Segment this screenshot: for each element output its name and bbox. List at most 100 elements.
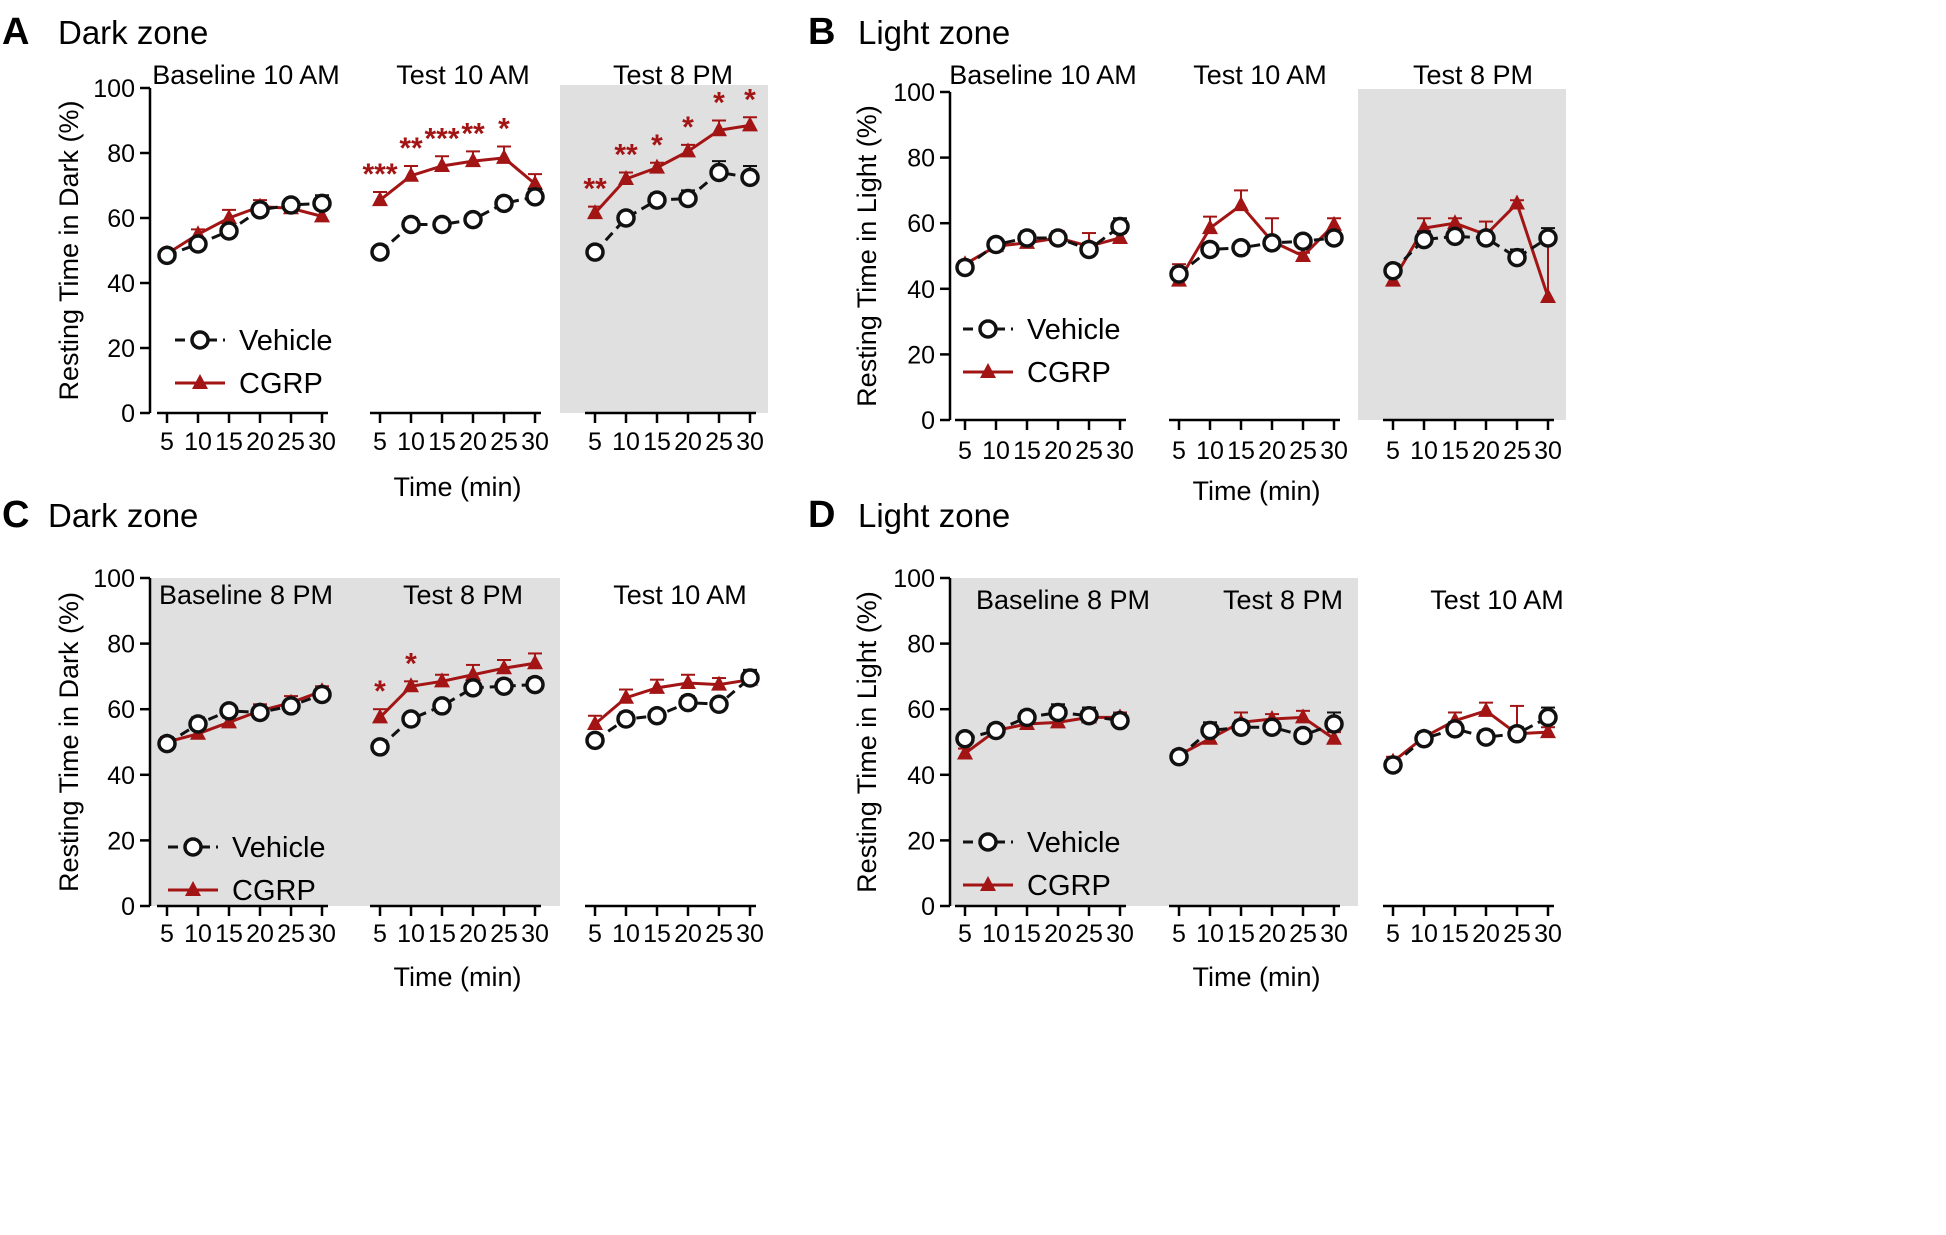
x-tick-label: 5 bbox=[1172, 437, 1186, 465]
x-tick-label: 15 bbox=[1013, 437, 1041, 465]
cgrp-point bbox=[587, 204, 603, 220]
vehicle-point bbox=[1169, 747, 1189, 767]
segment-label: Baseline 10 AM bbox=[152, 60, 340, 90]
vehicle-point bbox=[1538, 707, 1558, 728]
vehicle-point bbox=[1048, 228, 1068, 248]
vehicle-point bbox=[250, 200, 270, 220]
x-tick-label: 5 bbox=[160, 920, 174, 948]
panel-letter: A bbox=[2, 11, 29, 53]
x-tick-label: 15 bbox=[1227, 920, 1255, 948]
vehicle-point bbox=[709, 694, 729, 715]
vehicle-point bbox=[1414, 728, 1434, 749]
x-tick-label: 30 bbox=[1320, 437, 1348, 465]
vehicle-point bbox=[986, 234, 1006, 255]
vehicle-point bbox=[1200, 720, 1220, 741]
x-tick-label: 30 bbox=[736, 920, 764, 948]
x-tick-label: 25 bbox=[277, 428, 305, 456]
segment-label: Test 10 AM bbox=[613, 580, 747, 610]
cgrp-point bbox=[221, 209, 237, 224]
panel-letter: C bbox=[2, 494, 29, 536]
legend-vehicle-marker bbox=[978, 832, 998, 852]
y-tick-label: 100 bbox=[893, 565, 935, 593]
cgrp-point bbox=[649, 158, 665, 174]
y-tick-label: 100 bbox=[893, 79, 935, 107]
vehicle-point bbox=[709, 162, 729, 183]
y-tick-label: 60 bbox=[907, 696, 935, 724]
legend-cgrp-marker bbox=[185, 881, 201, 896]
x-tick-label: 5 bbox=[160, 428, 174, 456]
vehicle-point bbox=[986, 720, 1006, 741]
cgrp-point bbox=[434, 157, 450, 172]
x-tick-label: 25 bbox=[277, 920, 305, 948]
vehicle-point bbox=[1383, 755, 1403, 775]
x-tick-label: 15 bbox=[215, 428, 243, 456]
x-tick-label: 30 bbox=[1534, 920, 1562, 948]
significance-stars: * bbox=[651, 129, 663, 162]
legend-vehicle-label: Vehicle bbox=[239, 325, 333, 357]
cgrp-point bbox=[372, 708, 388, 724]
x-tick-label: 15 bbox=[428, 920, 456, 948]
x-tick-label: 20 bbox=[1044, 920, 1072, 948]
legend-cgrp-label: CGRP bbox=[1027, 870, 1111, 902]
x-tick-label: 30 bbox=[736, 428, 764, 456]
x-tick-label: 25 bbox=[1075, 437, 1103, 465]
segment-label: Test 8 PM bbox=[1223, 585, 1343, 615]
cgrp-point bbox=[1540, 723, 1556, 739]
cgrp-point bbox=[527, 654, 543, 670]
cgrp-point bbox=[680, 142, 696, 158]
x-tick-label: 10 bbox=[612, 428, 640, 456]
x-tick-label: 20 bbox=[674, 428, 702, 456]
significance-stars: * bbox=[744, 83, 756, 116]
cgrp-point bbox=[957, 744, 973, 760]
vehicle-point bbox=[1445, 226, 1465, 247]
y-axis-label: Resting Time in Dark (%) bbox=[54, 592, 84, 892]
vehicle-point bbox=[647, 190, 667, 210]
vehicle-point bbox=[1110, 710, 1130, 731]
x-tick-label: 25 bbox=[705, 428, 733, 456]
x-tick-label: 10 bbox=[1410, 437, 1438, 465]
segment-label: Baseline 10 AM bbox=[949, 60, 1137, 90]
vehicle-point bbox=[1445, 719, 1465, 739]
y-tick-label: 20 bbox=[907, 341, 935, 369]
vehicle-series-line bbox=[166, 201, 323, 257]
vehicle-point bbox=[616, 709, 636, 729]
significance-stars: *** bbox=[424, 122, 459, 155]
x-tick-label: 20 bbox=[1472, 437, 1500, 465]
cgrp-point bbox=[1326, 215, 1342, 231]
y-tick-label: 0 bbox=[121, 893, 135, 921]
cgrp-point bbox=[1416, 219, 1432, 235]
vehicle-point bbox=[1231, 717, 1251, 737]
cgrp-point bbox=[680, 673, 696, 689]
vehicle-series-line bbox=[166, 693, 323, 745]
vehicle-point bbox=[1324, 714, 1344, 734]
segment-label: Baseline 8 PM bbox=[976, 585, 1150, 615]
cgrp-point bbox=[403, 166, 419, 182]
cgrp-point bbox=[742, 116, 758, 132]
x-axis-title: Time (min) bbox=[1193, 962, 1321, 992]
vehicle-point bbox=[281, 696, 301, 716]
vehicle-point bbox=[1048, 702, 1068, 723]
panel-title: Dark zone bbox=[48, 497, 198, 534]
vehicle-point bbox=[370, 242, 390, 262]
panel-d: D Light zone 0 20 40 60 80 100 Resting Time in L… bbox=[808, 494, 1564, 992]
x-tick-label: 20 bbox=[1258, 920, 1286, 948]
cgrp-point bbox=[618, 688, 634, 704]
x-tick-label: 15 bbox=[1013, 920, 1041, 948]
x-tick-label: 5 bbox=[588, 920, 602, 948]
x-tick-label: 15 bbox=[1441, 437, 1469, 465]
x-tick-label: 10 bbox=[1410, 920, 1438, 948]
cgrp-point bbox=[649, 678, 665, 694]
y-tick-label: 40 bbox=[907, 276, 935, 304]
vehicle-point bbox=[463, 678, 483, 698]
y-axis-label: Resting Time in Dark (%) bbox=[54, 100, 84, 400]
x-tick-label: 25 bbox=[490, 428, 518, 456]
y-tick-label: 40 bbox=[907, 762, 935, 790]
vehicle-point bbox=[401, 214, 421, 235]
cgrp-point bbox=[496, 148, 512, 164]
significance-stars: * bbox=[713, 87, 725, 120]
y-tick-label: 60 bbox=[107, 696, 135, 724]
vehicle-point bbox=[463, 209, 483, 230]
vehicle-point bbox=[1262, 717, 1282, 737]
x-axis-title: Time (min) bbox=[394, 962, 522, 992]
